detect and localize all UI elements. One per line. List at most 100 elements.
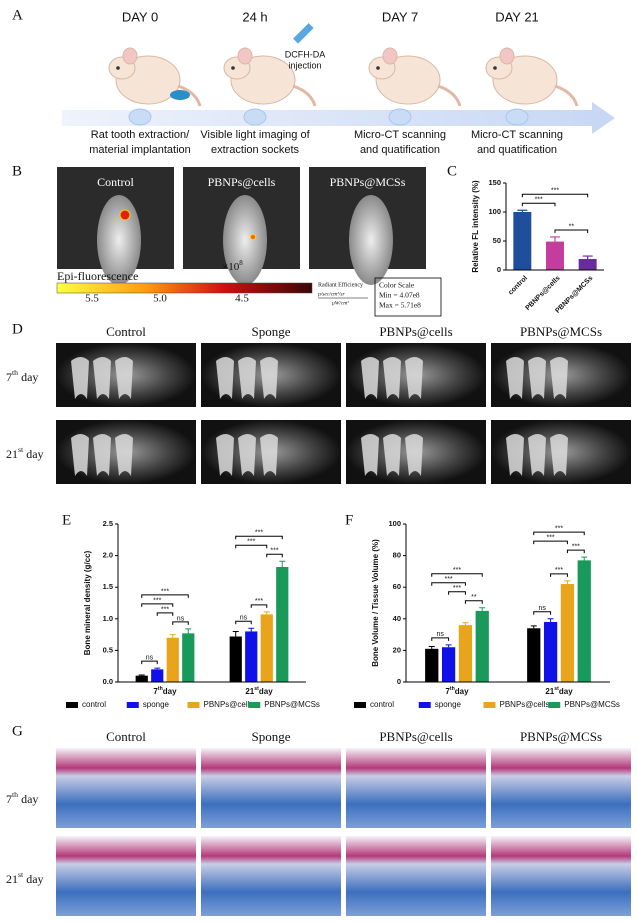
y-axis-title: Bone mineral density (g/cc) xyxy=(83,550,92,655)
legend-label: control xyxy=(370,700,394,709)
legend-swatch xyxy=(187,702,200,708)
significance-label: *** xyxy=(551,188,559,195)
y-tick-label: 2.5 xyxy=(103,519,113,528)
significance-label: ns xyxy=(436,631,444,638)
column-label: PBNPs@MCSs xyxy=(520,729,602,744)
legend-label: PBNPs@MCSs xyxy=(564,700,620,709)
bar xyxy=(543,621,558,682)
group-label: PBNPs@MCSs xyxy=(330,175,406,189)
y-axis-title: Bone Volume / Tissue Volume (%) xyxy=(371,539,380,667)
label-part: 21 xyxy=(545,687,554,696)
stage-day: DAY 0 xyxy=(122,9,158,24)
column-label: Control xyxy=(106,729,146,744)
bar xyxy=(182,633,195,682)
bar xyxy=(513,212,532,270)
label-part: day xyxy=(163,687,177,696)
significance-bracket xyxy=(566,549,585,554)
error-bar xyxy=(169,634,176,638)
bar xyxy=(151,669,164,682)
y-tick-label: 1.5 xyxy=(103,582,113,591)
y-tick-label: 80 xyxy=(393,551,401,560)
error-bar xyxy=(263,611,270,615)
tooth-shape xyxy=(71,357,89,399)
tooth-shape xyxy=(71,434,89,476)
label-part: day xyxy=(23,447,43,461)
sample-image xyxy=(56,748,196,828)
legend-swatch xyxy=(126,702,139,708)
significance-label: ** xyxy=(471,594,477,601)
significance-label: *** xyxy=(161,588,169,595)
stage-marker xyxy=(243,108,267,126)
error-bar xyxy=(154,667,161,670)
panel-letter: C xyxy=(447,163,457,179)
unit-title: Radiant Efficiency xyxy=(318,281,363,288)
tooth-shape xyxy=(238,357,256,399)
y-axis-title: Relative FL intensity (%) xyxy=(471,180,480,273)
unit-denominator: μW/cm² xyxy=(332,300,349,306)
mouse-head xyxy=(97,195,141,285)
stage-caption: Micro-CT scanning xyxy=(354,129,446,141)
bar xyxy=(560,584,575,682)
error-bar xyxy=(582,255,593,259)
significance-bracket xyxy=(431,573,483,577)
label-part: st xyxy=(18,445,24,454)
scale-tick-label: 5.5 xyxy=(85,293,99,305)
legend-swatch xyxy=(418,702,431,708)
stage-caption: and quatification xyxy=(477,144,557,156)
y-tick-label: 50 xyxy=(493,236,501,245)
significance-label: *** xyxy=(555,567,563,574)
x-tick-label: control xyxy=(507,275,529,297)
significance-bracket xyxy=(431,637,450,641)
y-tick-label: 100 xyxy=(488,207,501,216)
x-tick-label: PBNPs@cells xyxy=(524,275,561,312)
significance-label: *** xyxy=(555,526,563,533)
legend-label: PBNPs@cells xyxy=(204,700,254,709)
label-part: st xyxy=(554,686,559,692)
sample-image xyxy=(201,836,341,916)
significance-label: *** xyxy=(535,197,543,204)
significance-bracket xyxy=(141,660,158,665)
label-part: day xyxy=(18,792,38,806)
tooth-shape xyxy=(115,357,133,399)
bar xyxy=(425,648,439,682)
mouse-icon xyxy=(367,46,462,108)
tooth-shape xyxy=(93,357,111,399)
significance-bracket xyxy=(235,620,252,625)
injection-label: DCFH-DA xyxy=(285,49,326,59)
significance-bracket xyxy=(235,535,283,540)
legend-swatch xyxy=(548,702,561,708)
bar xyxy=(546,241,564,270)
scale-multiplier: ×108 xyxy=(222,259,243,273)
panel-letter: A xyxy=(12,7,23,23)
label-part: day xyxy=(259,687,273,696)
error-bar xyxy=(462,622,469,626)
bar xyxy=(229,636,242,682)
y-tick-label: 0.0 xyxy=(103,677,113,686)
bar xyxy=(166,637,179,682)
column-label: PBNPs@cells xyxy=(379,729,452,744)
y-tick-label: 150 xyxy=(488,178,501,187)
label-part: 21 xyxy=(245,687,254,696)
error-bar xyxy=(185,628,192,634)
sample-image xyxy=(491,836,631,916)
column-label: Control xyxy=(106,324,146,339)
error-bar xyxy=(550,236,560,242)
scale-tick-label: 5.0 xyxy=(153,293,167,305)
significance-bracket xyxy=(550,573,568,577)
x-tick-label: 21stday xyxy=(245,686,273,696)
tooth-shape xyxy=(260,434,278,476)
significance-label: *** xyxy=(453,585,461,592)
legend-swatch xyxy=(248,702,261,708)
significance-label: *** xyxy=(161,606,169,613)
y-tick-label: 1.0 xyxy=(103,614,113,623)
bar xyxy=(475,610,489,682)
colorbar xyxy=(56,282,313,294)
significance-label: *** xyxy=(444,576,452,583)
stage-caption: and quatification xyxy=(360,144,440,156)
bar xyxy=(577,560,591,682)
tooth-shape xyxy=(115,434,133,476)
mouse-icon xyxy=(484,46,579,108)
scale-title: Epi-fluorescence xyxy=(57,269,138,283)
tooth-shape xyxy=(361,357,379,399)
significance-bracket xyxy=(533,540,568,545)
